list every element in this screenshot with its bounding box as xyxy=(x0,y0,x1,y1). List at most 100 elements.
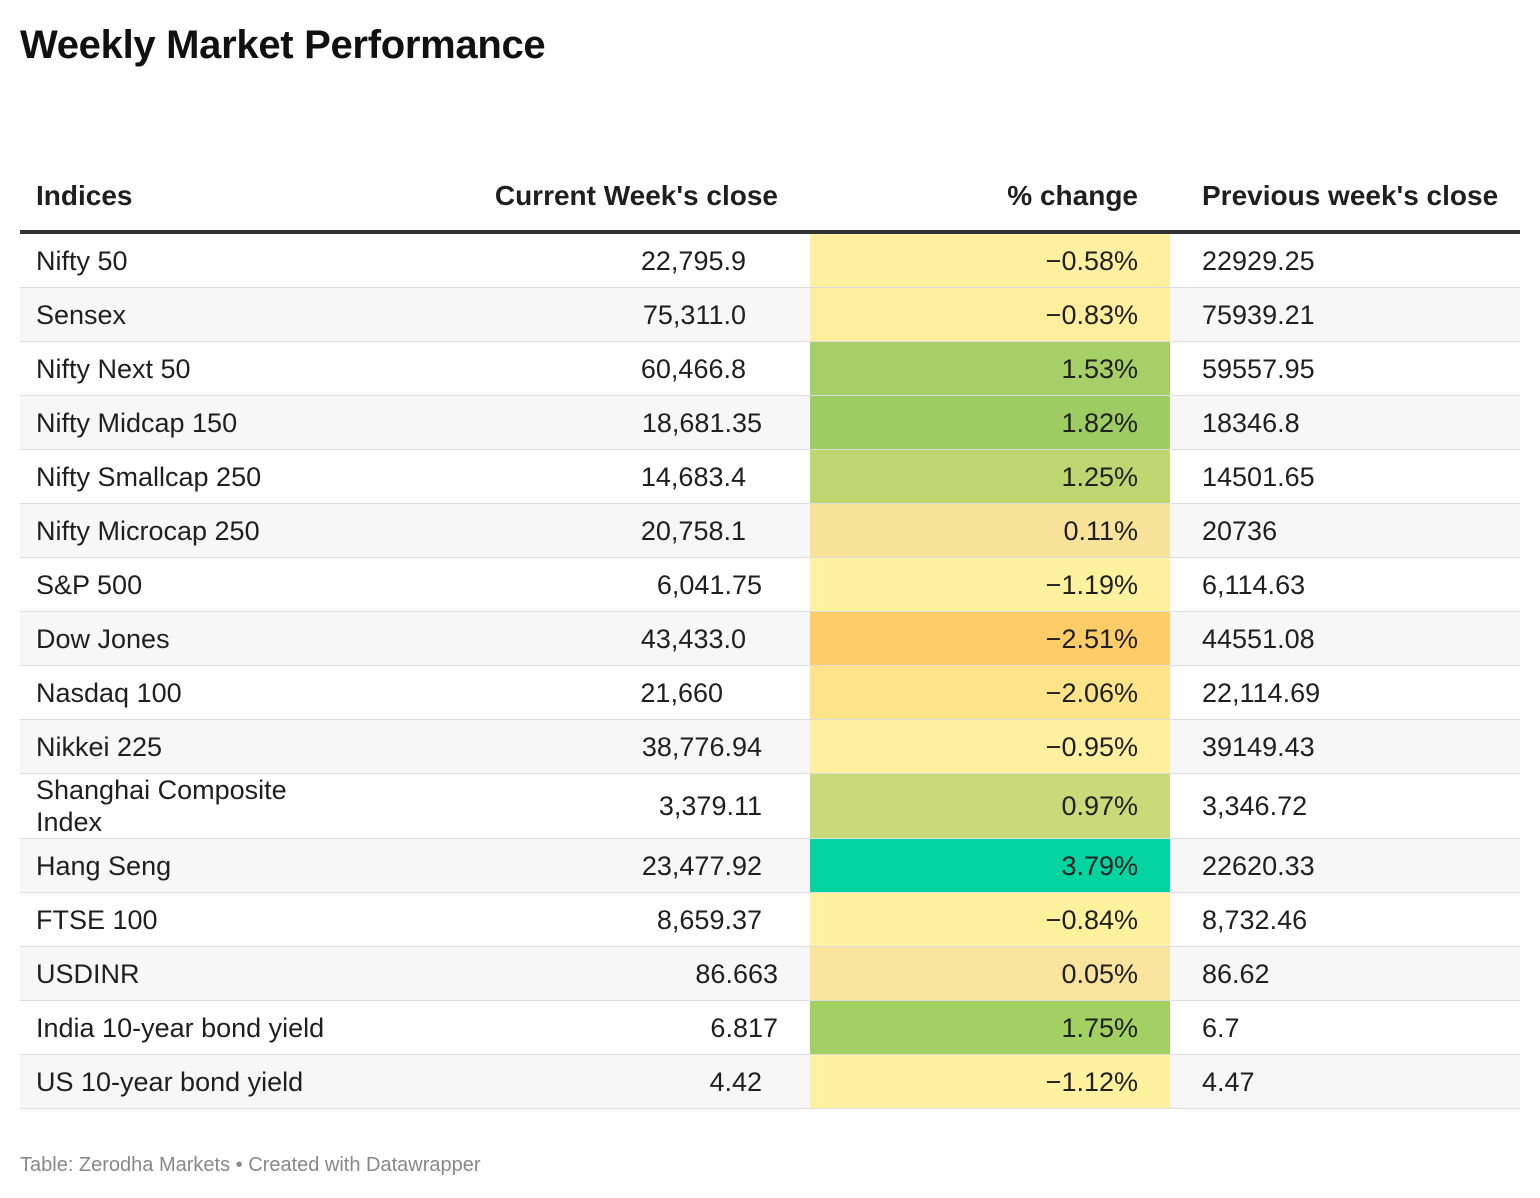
cell-previous-close: 8,732.46 xyxy=(1170,892,1520,947)
table-row: Hang Seng 23,477.92 3.79% 22620.33 xyxy=(20,838,1520,893)
current-close-value: 4.42 xyxy=(709,1066,762,1097)
cell-current-close: 18,681.35 xyxy=(350,395,810,450)
cell-index-name: Dow Jones xyxy=(20,611,350,666)
current-close-value: 8,659.37 xyxy=(656,904,762,935)
table-body: Nifty 50 22,795.9 −0.58% 22929.25 Sensex 75,3… xyxy=(20,232,1520,1109)
cell-current-close: 4.42 xyxy=(350,1054,810,1109)
current-close-value: 18,681.35 xyxy=(641,407,762,438)
cell-previous-close: 18346.8 xyxy=(1170,395,1520,450)
table-row: Nikkei 225 38,776.94 −0.95% 39149.43 xyxy=(20,719,1520,774)
cell-percent-change: 0.05% xyxy=(810,946,1170,1001)
cell-previous-close: 22,114.69 xyxy=(1170,665,1520,720)
cell-previous-close: 20736 xyxy=(1170,503,1520,558)
cell-index-name: Nifty Midcap 150 xyxy=(20,395,350,450)
cell-previous-close: 6,114.63 xyxy=(1170,557,1520,612)
cell-previous-close: 39149.43 xyxy=(1170,719,1520,774)
current-close-value: 14,683.4 xyxy=(640,461,746,492)
cell-index-name: Nifty Microcap 250 xyxy=(20,503,350,558)
cell-previous-close: 22620.33 xyxy=(1170,838,1520,893)
table-row: S&P 500 6,041.75 −1.19% 6,114.63 xyxy=(20,557,1520,612)
cell-index-name: FTSE 100 xyxy=(20,892,350,947)
cell-percent-change: −1.12% xyxy=(810,1054,1170,1109)
cell-current-close: 22,795.9 xyxy=(350,232,810,288)
column-header-previous-close: Previous week's close xyxy=(1170,110,1520,234)
cell-previous-close: 14501.65 xyxy=(1170,449,1520,504)
cell-previous-close: 3,346.72 xyxy=(1170,773,1520,839)
current-close-value: 20,758.1 xyxy=(640,515,746,546)
cell-previous-close: 44551.08 xyxy=(1170,611,1520,666)
cell-percent-change: −0.58% xyxy=(810,232,1170,288)
cell-previous-close: 22929.25 xyxy=(1170,232,1520,288)
table-row: Nasdaq 100 21,660 −2.06% 22,114.69 xyxy=(20,665,1520,720)
current-close-value: 86.663 xyxy=(695,958,778,989)
table-row: Sensex 75,311.0 −0.83% 75939.21 xyxy=(20,287,1520,342)
table-row: Nifty Midcap 150 18,681.35 1.82% 18346.8 xyxy=(20,395,1520,450)
cell-index-name: Sensex xyxy=(20,287,350,342)
cell-percent-change: −0.84% xyxy=(810,892,1170,947)
header-row: Indices Current Week's close % change Pr… xyxy=(20,110,1520,234)
cell-percent-change: 1.82% xyxy=(810,395,1170,450)
cell-current-close: 21,660 xyxy=(350,665,810,720)
cell-index-name: Nifty 50 xyxy=(20,232,350,288)
cell-current-close: 6.817 xyxy=(350,1000,810,1055)
cell-percent-change: 0.97% xyxy=(810,773,1170,839)
column-header-current-close: Current Week's close xyxy=(350,110,810,234)
cell-previous-close: 4.47 xyxy=(1170,1054,1520,1109)
cell-index-name: Nifty Next 50 xyxy=(20,341,350,396)
cell-percent-change: −0.95% xyxy=(810,719,1170,774)
table-row: Nifty Smallcap 250 14,683.4 1.25% 14501.65 xyxy=(20,449,1520,504)
table-row: USDINR 86.663 0.05% 86.62 xyxy=(20,946,1520,1001)
cell-current-close: 43,433.0 xyxy=(350,611,810,666)
current-close-value: 6,041.75 xyxy=(656,569,762,600)
cell-index-name: Nifty Smallcap 250 xyxy=(20,449,350,504)
cell-percent-change: −2.51% xyxy=(810,611,1170,666)
cell-index-name: US 10-year bond yield xyxy=(20,1054,350,1109)
cell-percent-change: 1.75% xyxy=(810,1000,1170,1055)
cell-current-close: 60,466.8 xyxy=(350,341,810,396)
cell-percent-change: 1.53% xyxy=(810,341,1170,396)
table-row: India 10-year bond yield 6.817 1.75% 6.7 xyxy=(20,1000,1520,1055)
current-close-value: 43,433.0 xyxy=(640,623,746,654)
cell-current-close: 38,776.94 xyxy=(350,719,810,774)
current-close-value: 60,466.8 xyxy=(640,353,746,384)
table-row: Shanghai Composite Index 3,379.11 0.97% 3,3… xyxy=(20,773,1520,839)
cell-previous-close: 86.62 xyxy=(1170,946,1520,1001)
cell-index-name: USDINR xyxy=(20,946,350,1001)
table-figure: Weekly Market Performance Indices Curren… xyxy=(20,0,1520,1198)
cell-previous-close: 6.7 xyxy=(1170,1000,1520,1055)
chart-title: Weekly Market Performance xyxy=(20,23,546,67)
table-row: Dow Jones 43,433.0 −2.51% 44551.08 xyxy=(20,611,1520,666)
cell-percent-change: −0.83% xyxy=(810,287,1170,342)
cell-current-close: 3,379.11 xyxy=(350,773,810,839)
cell-index-name: S&P 500 xyxy=(20,557,350,612)
current-close-value: 6.817 xyxy=(710,1012,778,1043)
current-close-value: 3,379.11 xyxy=(658,791,762,821)
cell-index-name: Nasdaq 100 xyxy=(20,665,350,720)
cell-current-close: 75,311.0 xyxy=(350,287,810,342)
cell-index-name: Hang Seng xyxy=(20,838,350,893)
cell-index-name: Shanghai Composite Index xyxy=(20,773,350,839)
table-row: Nifty Microcap 250 20,758.1 0.11% 20736 xyxy=(20,503,1520,558)
performance-table: Indices Current Week's close % change Pr… xyxy=(20,110,1520,1109)
source-footer: Table: Zerodha Markets • Created with Da… xyxy=(20,1154,481,1176)
cell-current-close: 14,683.4 xyxy=(350,449,810,504)
cell-previous-close: 75939.21 xyxy=(1170,287,1520,342)
cell-current-close: 86.663 xyxy=(350,946,810,1001)
cell-percent-change: 1.25% xyxy=(810,449,1170,504)
current-close-value: 75,311.0 xyxy=(642,299,746,330)
cell-percent-change: −1.19% xyxy=(810,557,1170,612)
current-close-value: 22,795.9 xyxy=(640,245,746,276)
table-row: FTSE 100 8,659.37 −0.84% 8,732.46 xyxy=(20,892,1520,947)
current-close-value: 23,477.92 xyxy=(641,850,762,881)
cell-current-close: 23,477.92 xyxy=(350,838,810,893)
cell-index-name: Nikkei 225 xyxy=(20,719,350,774)
table-row: Nifty Next 50 60,466.8 1.53% 59557.95 xyxy=(20,341,1520,396)
table-row: US 10-year bond yield 4.42 −1.12% 4.47 xyxy=(20,1054,1520,1109)
cell-previous-close: 59557.95 xyxy=(1170,341,1520,396)
column-header-percent-change: % change xyxy=(810,110,1170,234)
cell-current-close: 20,758.1 xyxy=(350,503,810,558)
current-close-value: 38,776.94 xyxy=(641,731,762,762)
cell-percent-change: 0.11% xyxy=(810,503,1170,558)
current-close-value: 21,660 xyxy=(640,677,723,708)
cell-percent-change: −2.06% xyxy=(810,665,1170,720)
